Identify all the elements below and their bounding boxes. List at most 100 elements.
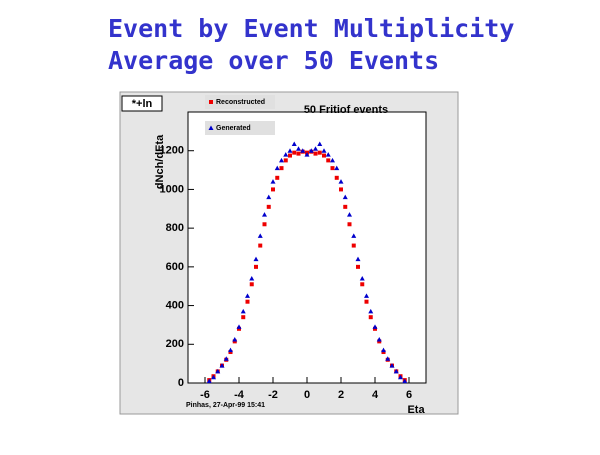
point bbox=[402, 378, 408, 384]
point bbox=[385, 356, 391, 361]
point bbox=[381, 347, 386, 353]
point bbox=[364, 299, 369, 304]
point bbox=[211, 374, 216, 380]
slide-subtitle: Average over 50 Events bbox=[108, 46, 439, 75]
point bbox=[317, 141, 323, 146]
point bbox=[300, 148, 306, 153]
point bbox=[376, 336, 382, 342]
point bbox=[292, 150, 297, 155]
point bbox=[296, 151, 301, 156]
point bbox=[249, 275, 255, 281]
point bbox=[249, 282, 254, 287]
point bbox=[360, 282, 365, 287]
point bbox=[253, 256, 259, 262]
y-tick-label: 600 bbox=[166, 261, 184, 273]
point bbox=[389, 363, 395, 368]
legend-label: Generated bbox=[216, 125, 251, 132]
point bbox=[321, 148, 327, 153]
point bbox=[241, 315, 246, 320]
x-tick-label: 4 bbox=[372, 389, 379, 401]
point bbox=[334, 175, 339, 180]
plot-frame bbox=[187, 111, 427, 384]
point bbox=[338, 179, 344, 184]
point bbox=[339, 187, 343, 192]
point bbox=[257, 233, 263, 238]
x-tick-label: -4 bbox=[234, 389, 245, 401]
point bbox=[393, 368, 399, 374]
y-tick-label: 800 bbox=[166, 222, 184, 234]
point bbox=[351, 233, 357, 238]
point bbox=[304, 152, 310, 157]
point bbox=[274, 165, 280, 171]
point bbox=[356, 264, 360, 269]
y-tick-label: 400 bbox=[166, 299, 184, 311]
point bbox=[364, 293, 369, 298]
point bbox=[245, 293, 250, 298]
point bbox=[270, 179, 276, 184]
legend-box bbox=[205, 121, 275, 135]
y-tick-label: 1200 bbox=[160, 145, 184, 157]
y-axis-label: dNch/dEta bbox=[154, 134, 166, 189]
point bbox=[296, 146, 301, 151]
legend-marker bbox=[208, 125, 214, 130]
point bbox=[232, 336, 238, 342]
point bbox=[330, 166, 335, 171]
y-tick-label: 200 bbox=[166, 338, 184, 350]
point bbox=[326, 158, 331, 163]
point bbox=[228, 347, 233, 353]
point bbox=[325, 152, 331, 157]
slide-title: Event by Event Multiplicity bbox=[108, 14, 514, 43]
point bbox=[240, 308, 246, 314]
point bbox=[368, 308, 374, 314]
point bbox=[275, 175, 280, 180]
point bbox=[351, 243, 356, 248]
point bbox=[317, 150, 322, 155]
point bbox=[355, 256, 361, 262]
point bbox=[219, 363, 225, 368]
point bbox=[343, 204, 348, 209]
point bbox=[288, 153, 292, 158]
panel-label-box bbox=[121, 95, 163, 112]
point bbox=[330, 157, 335, 163]
point bbox=[215, 368, 221, 374]
point bbox=[347, 222, 352, 227]
point bbox=[206, 378, 212, 384]
point bbox=[271, 187, 275, 192]
point bbox=[334, 165, 340, 171]
point bbox=[342, 194, 348, 200]
point bbox=[223, 356, 229, 361]
point bbox=[347, 212, 352, 217]
point bbox=[236, 324, 242, 329]
point bbox=[266, 194, 272, 200]
legend-box bbox=[205, 95, 275, 109]
x-axis-label: Eta bbox=[407, 404, 425, 416]
footer: Pinhas, 27-Apr-99 15:41 bbox=[186, 402, 265, 409]
point bbox=[254, 264, 258, 269]
point bbox=[283, 152, 289, 157]
point bbox=[258, 243, 263, 248]
x-tick-label: -2 bbox=[268, 389, 278, 401]
point bbox=[279, 166, 284, 171]
legend-marker bbox=[209, 100, 213, 104]
plot-title: 50 Fritiof events bbox=[304, 104, 388, 116]
y-tick-label: 0 bbox=[178, 377, 184, 389]
point bbox=[308, 148, 314, 153]
point bbox=[359, 275, 365, 281]
point bbox=[368, 315, 373, 320]
point bbox=[279, 157, 284, 163]
point bbox=[245, 299, 250, 304]
x-tick-label: 0 bbox=[304, 389, 310, 401]
legend-label: Reconstructed bbox=[216, 99, 265, 106]
x-tick-label: 2 bbox=[338, 389, 344, 401]
point bbox=[266, 204, 271, 209]
panel-label: *+ln bbox=[132, 98, 153, 110]
point bbox=[291, 141, 297, 146]
x-tick-label: -6 bbox=[200, 389, 210, 401]
point bbox=[262, 222, 267, 227]
point bbox=[287, 148, 293, 153]
point bbox=[313, 151, 318, 156]
point bbox=[322, 153, 326, 158]
point bbox=[262, 212, 267, 217]
x-tick-label: 6 bbox=[406, 389, 412, 401]
